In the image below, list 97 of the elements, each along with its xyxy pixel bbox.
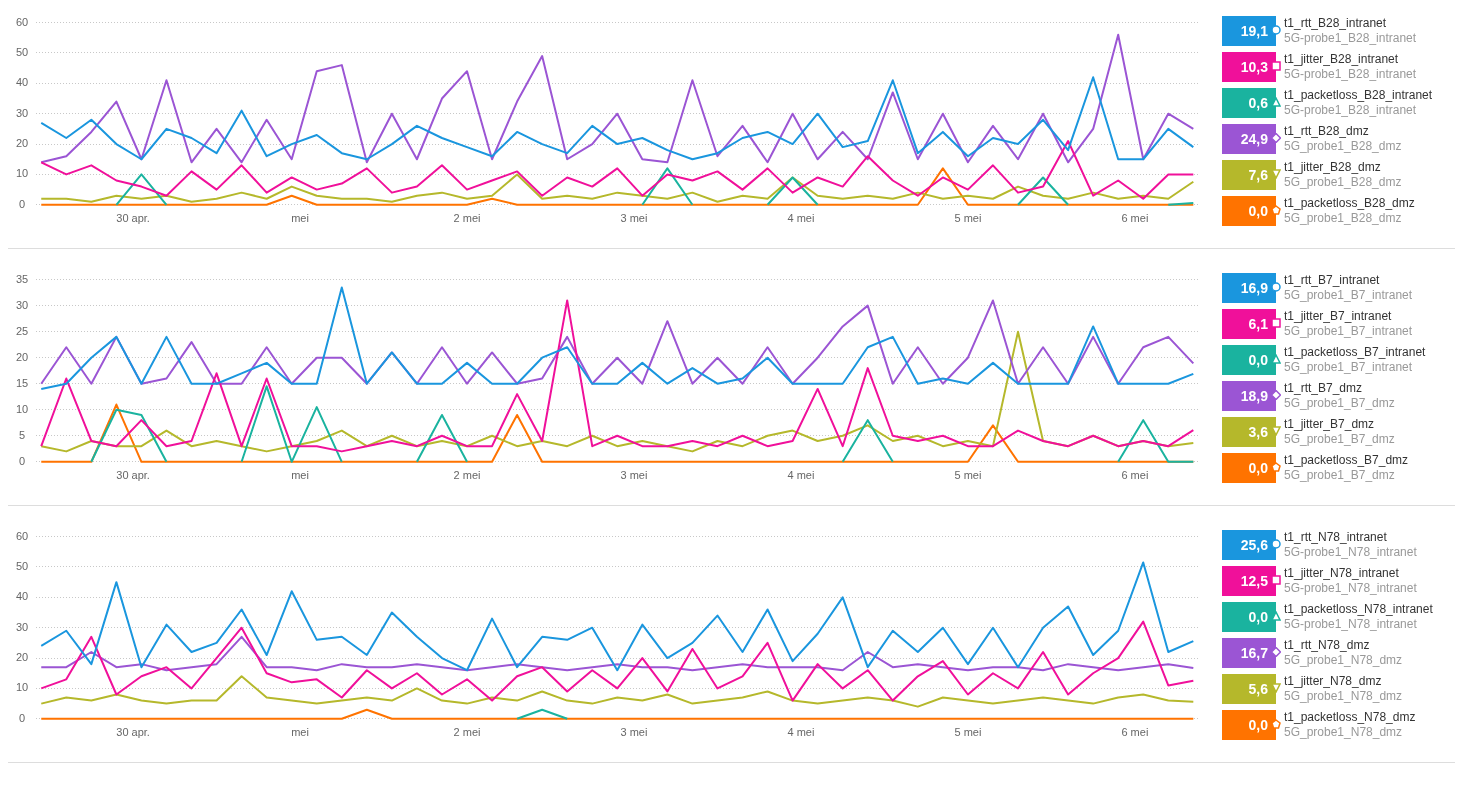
legend-label: t1_packetloss_B28_intranet [1284,88,1433,103]
y-tick-label: 10 [15,402,29,415]
text: 5G_probe1_B7_intranet [1284,288,1413,303]
legend-label: t1_rtt_B7_intranet [1284,273,1381,288]
legend-label: t1_jitter_B28_dmz [1284,160,1382,175]
text: 16,9 [1222,273,1276,303]
y-tick-label: 10 [15,167,29,180]
text: 3,6 [1222,417,1276,447]
text: 5G-probe1_B28_intranet [1284,103,1418,118]
text: 5G-probe1_N78_intranet [1284,545,1417,560]
text: 0,0 [1222,710,1276,740]
y-tick-label: 30 [15,106,29,119]
x-tick-label: 6 mei [1121,212,1149,225]
text: 5G_probe1_B28_dmz [1284,211,1403,226]
y-tick-label: 5 [19,428,26,441]
y-tick-label: 60 [15,15,29,28]
text: 5G_probe1_B28_dmz [1284,175,1402,190]
x-tick-label: 4 mei [787,212,815,225]
legend-label: t1_rtt_B28_dmz [1284,124,1370,139]
legend-label: t1_rtt_N78_dmz [1284,638,1371,653]
text: 7,6 [1222,160,1276,190]
y-tick-label: 20 [15,651,29,664]
y-tick-label: 0 [19,454,26,467]
x-tick-label: 3 mei [620,212,648,225]
x-tick-label: 30 apr. [116,726,150,739]
x-tick-label: 3 mei [620,726,648,739]
legend-label: t1_packetloss_N78_dmz [1284,710,1416,725]
x-tick-label: 5 mei [954,726,982,739]
text: 5G_probe1_N78_dmz [1284,689,1403,704]
legend-label: t1_jitter_N78_intranet [1284,566,1400,581]
legend-label: t1_packetloss_N78_intranet [1284,602,1433,617]
legend-label: t1_rtt_B7_dmz [1284,381,1364,396]
legend-label: t1_packetloss_B28_dmz [1284,196,1415,211]
y-tick-label: 0 [19,711,26,724]
text: 25,6 [1222,530,1276,560]
x-tick-label: 5 mei [954,469,982,482]
legend-label: t1_jitter_N78_dmz [1284,674,1383,689]
y-tick-label: 60 [15,529,29,542]
x-tick-label: 30 apr. [116,212,150,225]
text: 5G_probe1_B7_intranet [1284,360,1414,375]
x-tick-label: mei [291,212,309,225]
text: 16,7 [1222,638,1276,668]
y-tick-label: 20 [15,350,29,363]
text: 5G_probe1_B7_dmz [1284,468,1396,483]
legend-label: t1_packetloss_B7_dmz [1284,453,1409,468]
legend-label: t1_jitter_B7_dmz [1284,417,1376,432]
text: 5G_probe1_B7_dmz [1284,396,1395,411]
legend-label: t1_jitter_B28_intranet [1284,52,1400,67]
legend-label: t1_rtt_N78_intranet [1284,530,1388,545]
y-tick-label: 0 [19,197,26,210]
text: 6,1 [1222,309,1276,339]
x-tick-label: 5 mei [954,212,982,225]
y-tick-label: 40 [15,76,29,89]
y-tick-label: 10 [15,681,29,694]
x-tick-label: 3 mei [620,469,648,482]
text: 0,0 [1222,196,1276,226]
text: 24,9 [1222,124,1276,154]
text: 19,1 [1222,16,1276,46]
text: 5G_probe1_B28_dmz [1284,139,1402,154]
x-tick-label: 4 mei [787,469,815,482]
text: 5G_probe1_N78_dmz [1284,653,1403,668]
text: 5G_probe1_B7_dmz [1284,432,1395,447]
y-tick-label: 35 [15,272,29,285]
y-tick-label: 25 [15,324,29,337]
x-tick-label: 2 mei [453,212,481,225]
x-tick-label: 6 mei [1121,726,1149,739]
text: 0,0 [1222,602,1276,632]
y-tick-label: 30 [15,298,29,311]
y-tick-label: 15 [15,376,29,389]
text: 0,6 [1222,88,1276,118]
text: 5G-probe1_N78_intranet [1284,617,1418,632]
legend-label: t1_packetloss_B7_intranet [1284,345,1426,360]
text: 5G_probe1_N78_dmz [1284,725,1404,740]
y-tick-label: 20 [15,137,29,150]
y-tick-label: 40 [15,590,29,603]
x-tick-label: 2 mei [453,726,481,739]
x-tick-label: 30 apr. [116,469,150,482]
text: 5,6 [1222,674,1276,704]
text: 12,5 [1222,566,1276,596]
y-tick-label: 50 [15,560,29,572]
text: 5G-probe1_B28_intranet [1284,67,1417,82]
text: 5G-probe1_N78_intranet [1284,581,1417,596]
text: 10,3 [1222,52,1276,82]
legend-label: t1_rtt_B28_intranet [1284,16,1388,31]
text: 5G-probe1_B28_intranet [1284,31,1417,46]
x-tick-label: mei [291,726,309,739]
text: 0,0 [1222,345,1276,375]
y-tick-label: 50 [15,46,29,58]
text: 5G_probe1_B7_intranet [1284,324,1413,339]
x-tick-label: mei [291,469,309,482]
y-tick-label: 30 [15,620,29,633]
x-tick-label: 6 mei [1121,469,1149,482]
x-tick-label: 2 mei [453,469,481,482]
text: 18,9 [1222,381,1276,411]
x-tick-label: 4 mei [787,726,815,739]
legend-label: t1_jitter_B7_intranet [1284,309,1393,324]
text: 0,0 [1222,453,1276,483]
